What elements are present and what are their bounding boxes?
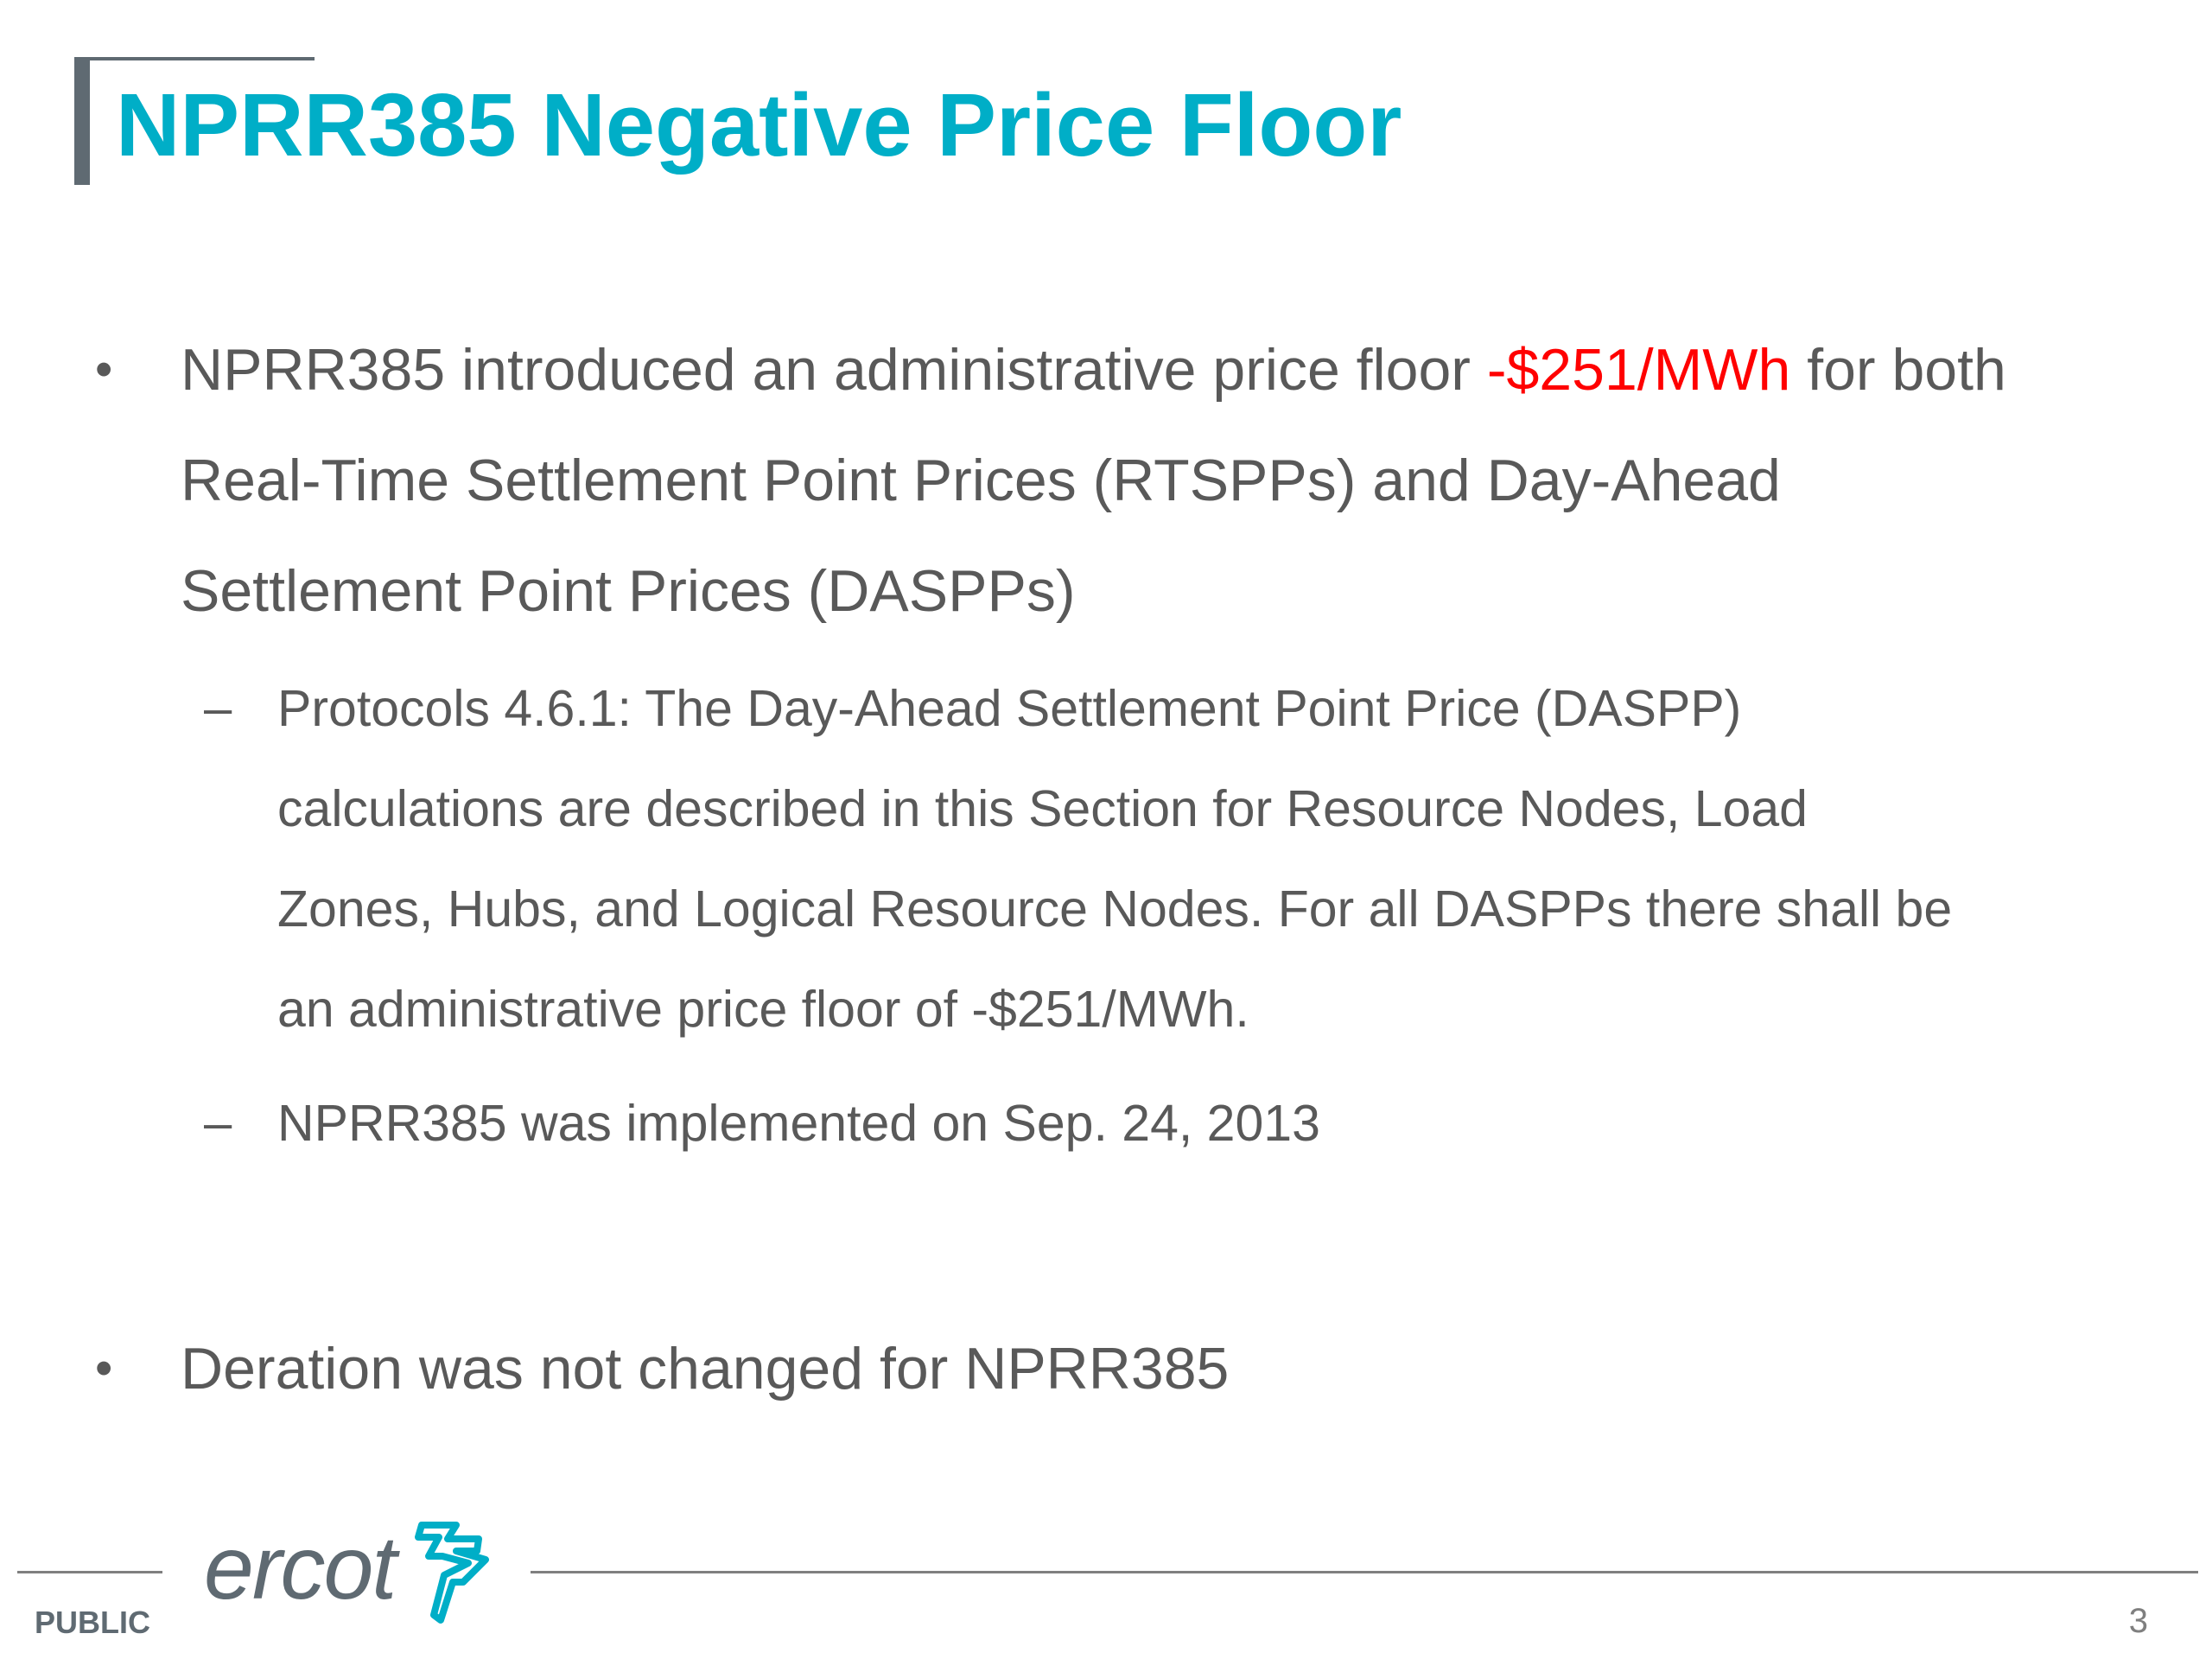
- sub-bullet-text: NPRR385 was implemented on Sep. 24, 2013: [277, 1073, 2178, 1173]
- title-accent-bar: [74, 57, 90, 185]
- footer-divider-left: [17, 1571, 162, 1573]
- logo-wordmark: ercot: [204, 1518, 397, 1618]
- sub-bullet-marker: –: [204, 1095, 232, 1151]
- classification-label: PUBLIC: [35, 1605, 150, 1640]
- footer-divider-right: [531, 1571, 2198, 1573]
- price-floor-highlight: -$251/MWh: [1486, 337, 1791, 403]
- sub-bullet-line: Zones, Hubs, and Logical Resource Nodes.…: [277, 880, 1953, 938]
- bullet-line: NPRR385 introduced an administrative pri…: [181, 337, 2006, 403]
- sub-bullet-line: calculations are described in this Secti…: [277, 780, 1808, 837]
- bullet-marker: •: [95, 1340, 113, 1396]
- sub-bullet-text: Protocols 4.6.1: The Day-Ahead Settlemen…: [277, 658, 2178, 1059]
- bullet-marker: •: [95, 341, 113, 397]
- bullet-text: NPRR385 introduced an administrative pri…: [181, 315, 2168, 646]
- sub-bullet-marker: –: [204, 680, 232, 736]
- bullet-line: Real-Time Settlement Point Prices (RTSPP…: [181, 448, 1781, 513]
- sub-bullet-line: NPRR385 was implemented on Sep. 24, 2013: [277, 1095, 1320, 1152]
- sub-bullet-line: an administrative price floor of -$251/M…: [277, 981, 1249, 1038]
- bullet-text: Deration was not changed for NPRR385: [181, 1313, 2168, 1424]
- bullet-line: Settlement Point Prices (DASPPs): [181, 558, 1076, 624]
- title-accent-line: [74, 57, 315, 60]
- ercot-logo: ercot: [204, 1516, 498, 1629]
- sub-bullet-line: Protocols 4.6.1: The Day-Ahead Settlemen…: [277, 680, 1742, 737]
- slide-title: NPRR385 Negative Price Floor: [116, 75, 1402, 175]
- bullet-line: Deration was not changed for NPRR385: [181, 1336, 1230, 1402]
- lightning-bolt-icon: [415, 1522, 489, 1624]
- page-number: 3: [2128, 1602, 2148, 1640]
